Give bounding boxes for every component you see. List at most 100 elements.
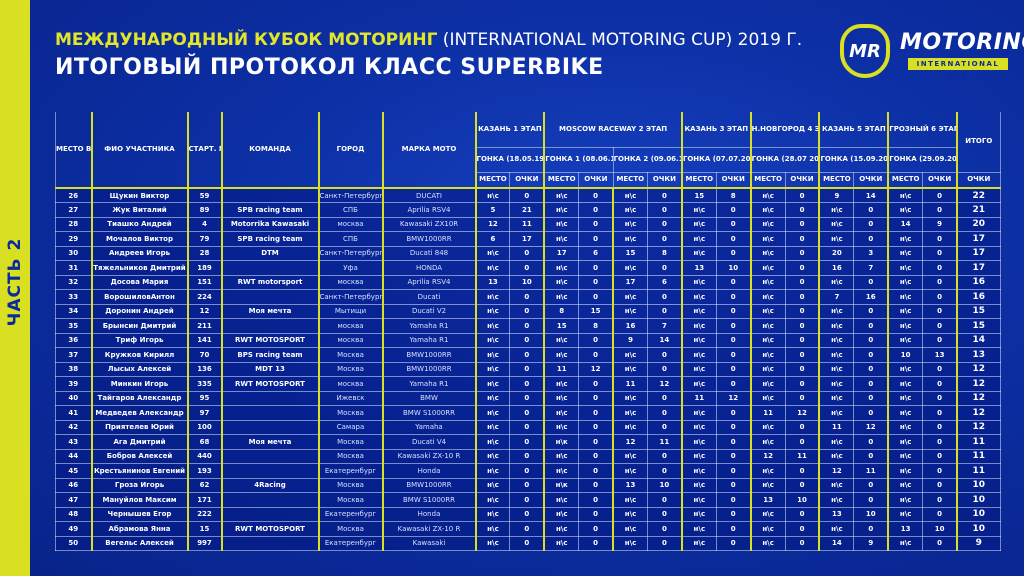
race-points: 0 xyxy=(922,361,959,377)
moto-brand: Yamaha R1 xyxy=(382,332,477,348)
team: BPS racing team xyxy=(221,347,320,363)
race-points: 0 xyxy=(578,216,615,232)
race-place: н\с xyxy=(818,347,855,363)
race-place: н\с xyxy=(612,260,648,276)
race-points: 0 xyxy=(509,318,546,334)
race-place: н\с xyxy=(887,434,924,450)
rider-name: Гроза Игорь xyxy=(91,477,189,493)
race-points: 0 xyxy=(646,303,683,319)
place: 29 xyxy=(55,231,93,247)
start-number: 97 xyxy=(187,405,223,421)
race-points: 0 xyxy=(509,361,546,377)
place: 33 xyxy=(55,289,93,305)
header-sub-points: ОЧКИ xyxy=(578,172,614,189)
city: Москва xyxy=(318,521,384,537)
total-points: 12 xyxy=(956,405,1001,421)
moto-brand: Honda xyxy=(382,463,477,479)
race-place: н\с xyxy=(887,492,924,508)
race-place: н\с xyxy=(474,376,511,392)
race-points: 0 xyxy=(853,434,890,450)
team xyxy=(221,492,320,508)
city: Москва xyxy=(318,347,384,363)
place: 42 xyxy=(55,419,93,435)
race-place: н\с xyxy=(818,318,855,334)
city: Екатеренбург xyxy=(318,535,384,551)
city: москва xyxy=(318,376,384,392)
race-place: 15 xyxy=(543,318,580,334)
race-points: 0 xyxy=(922,245,959,261)
race-points: 0 xyxy=(715,434,752,450)
race-points: 0 xyxy=(509,434,546,450)
header-sub-place: МЕСТО xyxy=(750,172,786,189)
race-place: н\с xyxy=(750,318,786,334)
race-points: 0 xyxy=(922,318,959,334)
start-number: 95 xyxy=(187,390,223,406)
table-row: 29 Мочалов Виктор 79 SPB racing team СПБ BMW1… xyxy=(55,231,1001,247)
header-total: ИТОГО xyxy=(956,112,1001,173)
race-place: 14 xyxy=(887,216,924,232)
race-place: 11 xyxy=(681,390,717,406)
moto-brand: HONDA xyxy=(382,260,477,276)
race-points: 0 xyxy=(853,376,890,392)
race-points: 0 xyxy=(922,187,959,203)
total-points: 15 xyxy=(956,303,1001,319)
start-number: 171 xyxy=(187,492,223,508)
race-points: 0 xyxy=(578,463,615,479)
table-row: 48 Чернышев Егор 222 Екатеренбург Honda н\с 0 н… xyxy=(55,506,1001,522)
race-place: н\с xyxy=(474,492,511,508)
header-start-number: СТАРТ. № xyxy=(187,112,223,189)
race-place: 6 xyxy=(474,231,511,247)
race-points: 12 xyxy=(715,390,752,406)
race-place: н\с xyxy=(474,361,511,377)
place: 34 xyxy=(55,303,93,319)
race-points: 0 xyxy=(922,477,959,493)
race-points: 3 xyxy=(853,245,890,261)
race-points: 0 xyxy=(715,361,752,377)
race-points: 0 xyxy=(578,187,615,203)
race-place: 7 xyxy=(818,289,855,305)
rider-name: Досова Мария xyxy=(91,274,189,290)
race-points: 0 xyxy=(646,535,683,551)
race-points: 0 xyxy=(578,434,615,450)
city: Уфа xyxy=(318,260,384,276)
race-place: н\с xyxy=(818,216,855,232)
race-place: н\с xyxy=(543,260,580,276)
city: СПБ xyxy=(318,231,384,247)
race-points: 0 xyxy=(922,274,959,290)
race-place: н\с xyxy=(750,332,786,348)
total-points: 21 xyxy=(956,202,1001,218)
rider-name: Кружков Кирилл xyxy=(91,347,189,363)
race-points: 0 xyxy=(853,332,890,348)
team xyxy=(221,289,320,305)
race-points: 12 xyxy=(646,376,683,392)
race-place: н\с xyxy=(612,405,648,421)
team: RWT MOTOSPORT xyxy=(221,521,320,537)
race-place: н\с xyxy=(887,202,924,218)
race-points: 7 xyxy=(853,260,890,276)
table-row: 30 Андреев Игорь 28 DTM Санкт-Петербург Ducat… xyxy=(55,245,1001,261)
race-points: 0 xyxy=(578,492,615,508)
race-points: 10 xyxy=(646,477,683,493)
total-points: 17 xyxy=(956,231,1001,247)
team xyxy=(221,506,320,522)
city: Ижевск xyxy=(318,390,384,406)
place: 36 xyxy=(55,332,93,348)
race-points: 0 xyxy=(509,463,546,479)
race-place: н\с xyxy=(887,390,924,406)
race-points: 0 xyxy=(853,521,890,537)
place: 43 xyxy=(55,434,93,450)
race-place: н\с xyxy=(681,506,717,522)
race-place: н\с xyxy=(681,535,717,551)
start-number: 222 xyxy=(187,506,223,522)
race-points: 0 xyxy=(784,376,821,392)
table-row: 46 Гроза Игорь 62 4Racing Москва BMW1000RR н\с… xyxy=(55,477,1001,493)
race-place: 13 xyxy=(474,274,511,290)
table-row: 26 Щукин Виктор 59 Санкт-Петербург DUCATI н\с… xyxy=(55,187,1001,203)
race-place: н\с xyxy=(681,448,717,464)
total-points: 11 xyxy=(956,448,1001,464)
moto-brand: DUCATI xyxy=(382,187,477,203)
race-points: 16 xyxy=(853,289,890,305)
place: 49 xyxy=(55,521,93,537)
race-points: 0 xyxy=(578,405,615,421)
city: Москва xyxy=(318,492,384,508)
